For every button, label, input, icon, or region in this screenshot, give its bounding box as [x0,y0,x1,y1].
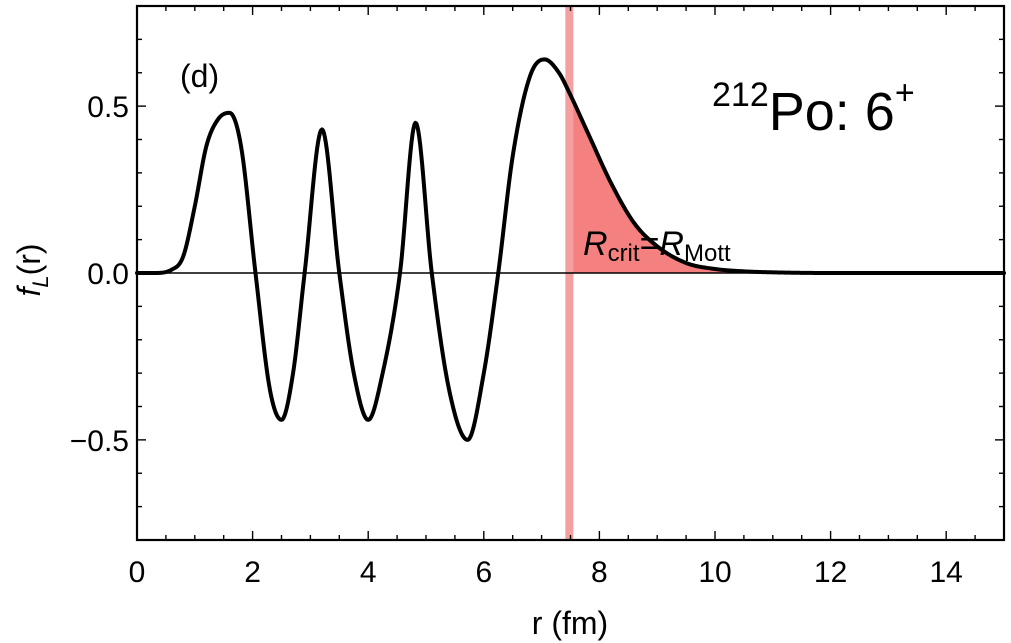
x-tick-label: 14 [930,556,963,589]
title-nucleus: Po: 6 [769,82,895,142]
y-axis-title-sub: L [28,275,53,287]
title-mass-number: 212 [712,76,769,114]
x-tick-label: 6 [475,556,492,589]
x-tick-label: 4 [360,556,377,589]
rmott-sub: Mott [684,240,731,267]
series-line [135,57,1006,442]
x-axis-title: r (fm) [532,605,608,641]
rcrit-eq: = [640,225,660,263]
area-beyond-critical-radius [569,92,1004,274]
x-tick-labels: 0 2 4 6 8 10 12 14 [129,556,963,589]
y-tick-label: 0.5 [87,91,129,124]
chart-title: 212Po: 6+ [712,74,915,142]
rmott-r: R [659,225,684,263]
x-tick-label: 12 [814,556,847,589]
panel-label: (d) [180,58,219,94]
critical-radius-label: Rcrit=RMott [583,225,731,267]
x-tick-label: 10 [698,556,731,589]
x-tick-label: 8 [591,556,608,589]
axis-ticks [136,5,1005,541]
title-parity: + [895,74,915,112]
y-axis-title-rest: (r) [11,243,47,275]
y-tick-label: −0.5 [70,425,129,458]
y-tick-label: 0.0 [87,258,129,291]
rcrit-sub: crit [608,240,640,267]
x-tick-label: 2 [244,556,261,589]
rcrit-r: R [583,225,608,263]
x-tick-label: 0 [129,556,146,589]
y-axis-title: fL(r) [11,243,53,296]
y-tick-labels: −0.5 0.0 0.5 [70,91,129,458]
